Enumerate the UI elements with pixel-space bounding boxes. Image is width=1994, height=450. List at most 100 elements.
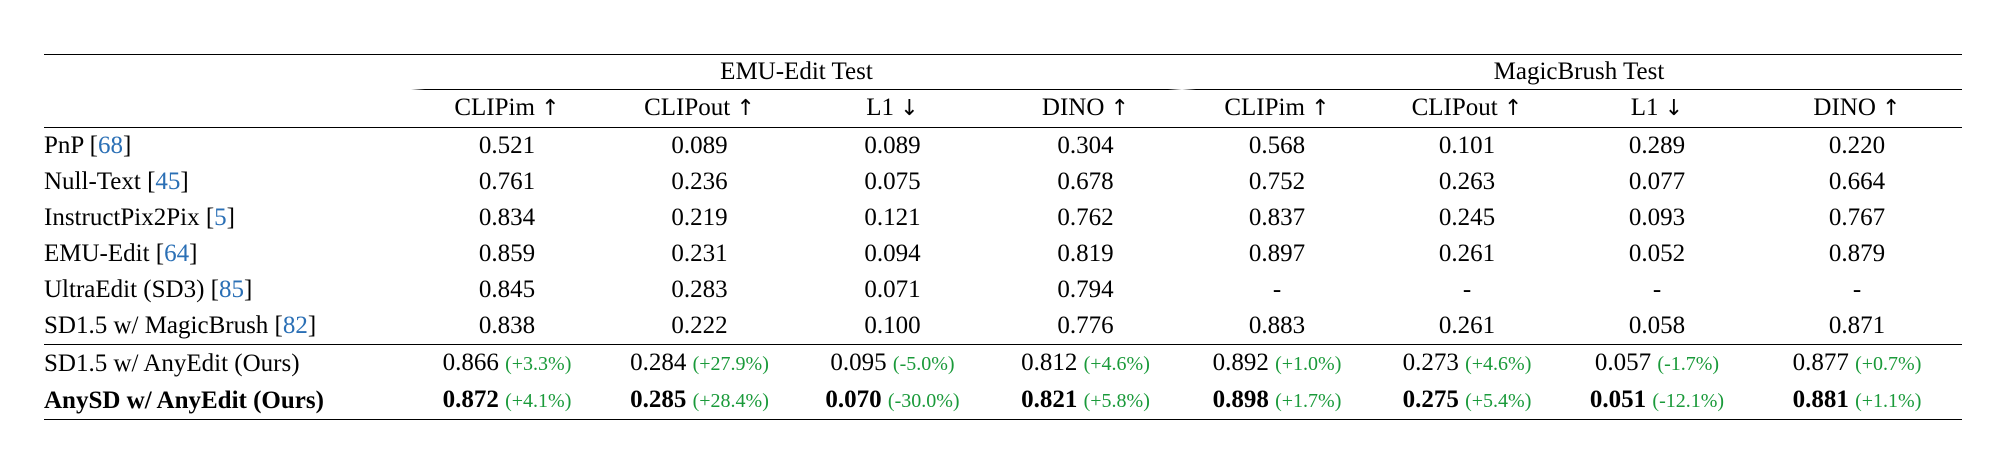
citation-bracket: ] <box>189 240 198 267</box>
group-label-magicbrush: MagicBrush Test <box>1182 55 1962 90</box>
citation-link[interactable]: 85 <box>218 276 244 303</box>
method-name: PnP [68] <box>44 127 411 164</box>
cell-value: 0.095 <box>830 349 887 376</box>
table-cell: 0.304 <box>989 127 1182 164</box>
table-cell: 0.568 <box>1182 127 1372 164</box>
citation-link[interactable]: 5 <box>214 204 227 231</box>
table-cell: 0.678 <box>1057 168 1114 195</box>
table-cell: - <box>1462 276 1472 303</box>
baseline-rows: PnP [68] 0.521 0.089 0.089 0.304 0.568 0.101 0.… <box>44 127 1962 345</box>
cell-value: 0.285 <box>630 386 687 413</box>
citation-bracket: ] <box>180 168 189 195</box>
cell-value: 0.881 <box>1792 386 1849 413</box>
table-cell: - <box>1852 276 1862 303</box>
table-cell: 0.245 <box>1438 204 1496 231</box>
group-header-emu-edit: EMU-Edit Test <box>411 54 1182 90</box>
cell-value: 0.892 <box>1212 349 1269 376</box>
table-cell: 0.058 <box>1628 312 1686 339</box>
table-cell: 0.094 <box>864 240 921 267</box>
table-cell: 0.794 <box>1057 276 1114 303</box>
table-cell: 0.275 (+5.4%) <box>1372 382 1562 420</box>
relative-change: (+28.4%) <box>692 390 769 412</box>
table-cell: 0.057 (-1.7%) <box>1562 344 1752 382</box>
metric-name: CLIPim <box>1224 94 1305 121</box>
group-header-magicbrush: MagicBrush Test <box>1182 54 1962 90</box>
method-name: SD1.5 w/ MagicBrush [82] <box>44 308 411 345</box>
relative-change: (+5.4%) <box>1465 390 1532 412</box>
table-cell: 0.892 (+1.0%) <box>1182 344 1372 382</box>
table-cell: 0.881 (+1.1%) <box>1752 382 1962 420</box>
cell-value: 0.273 <box>1402 349 1459 376</box>
metric-header-clipout-magicbrush: CLIPout ↑ <box>1372 90 1562 128</box>
cell-value: 0.821 <box>1021 386 1078 413</box>
method-label: InstructPix2Pix [ <box>44 204 215 231</box>
table-cell: 0.077 <box>1628 168 1686 195</box>
citation-link[interactable]: 82 <box>282 312 308 339</box>
citation-link[interactable]: 68 <box>97 132 123 159</box>
corner-cell-metric <box>44 90 411 128</box>
table-row: UltraEdit (SD3) [85] 0.845 0.283 0.071 0.794… <box>44 272 1962 308</box>
metric-header-clipim-magicbrush: CLIPim ↑ <box>1182 90 1372 128</box>
citation-link[interactable]: 45 <box>155 168 181 195</box>
cell-value: 0.866 <box>442 349 499 376</box>
metric-header-clipout-emu: CLIPout ↑ <box>603 90 796 128</box>
citation-link[interactable]: 64 <box>164 240 190 267</box>
method-name: AnySD w/ AnyEdit (Ours) <box>44 382 411 420</box>
citation-bracket: ] <box>226 204 235 231</box>
relative-change: (+4.1%) <box>505 390 572 412</box>
cell-value: 0.070 <box>825 386 882 413</box>
relative-change: (+1.0%) <box>1275 353 1342 375</box>
table-cell: 0.283 <box>671 276 728 303</box>
method-label: SD1.5 w/ MagicBrush [ <box>44 312 283 339</box>
table-cell: 0.089 <box>603 127 796 164</box>
table-cell: 0.845 <box>478 276 536 303</box>
group-label-emu-edit: EMU-Edit Test <box>411 55 1182 90</box>
table-cell: 0.093 <box>1628 204 1686 231</box>
relative-change: (-30.0%) <box>887 390 960 412</box>
relative-change: (-1.7%) <box>1657 353 1720 375</box>
table-cell: 0.879 <box>1828 240 1886 267</box>
table-row: EMU-Edit [64] 0.859 0.231 0.094 0.819 0.897 0.… <box>44 236 1962 272</box>
table-cell: 0.075 <box>864 168 921 195</box>
cell-value: 0.898 <box>1212 386 1269 413</box>
table-cell: 0.219 <box>671 204 728 231</box>
relative-change: (+3.3%) <box>505 353 572 375</box>
metric-name: CLIPout <box>1411 94 1498 121</box>
relative-change: (-12.1%) <box>1652 390 1725 412</box>
metric-name: L1 <box>866 94 895 121</box>
cell-value: 0.284 <box>630 349 687 376</box>
table-cell: 0.220 <box>1752 127 1962 164</box>
citation-bracket: ] <box>122 132 132 159</box>
cell-value: 0.057 <box>1594 349 1652 376</box>
table-cell: 0.898 (+1.7%) <box>1182 382 1372 420</box>
cell-value: 0.877 <box>1792 349 1849 376</box>
table-cell: 0.838 <box>478 312 536 339</box>
arrow-down-icon: ↓ <box>900 96 919 121</box>
corner-cell <box>44 54 411 90</box>
table-cell: 0.761 <box>478 168 536 195</box>
method-label: PnP [ <box>44 132 98 159</box>
table-row: InstructPix2Pix [5] 0.834 0.219 0.121 0.762 0… <box>44 200 1962 236</box>
relative-change: (+1.1%) <box>1855 390 1922 412</box>
table-cell: 0.071 <box>864 276 921 303</box>
ours-rows: SD1.5 w/ AnyEdit (Ours) 0.866 (+3.3%) 0.28… <box>44 344 1962 420</box>
table-cell: 0.866 (+3.3%) <box>411 344 603 382</box>
table-cell: 0.100 <box>864 312 921 339</box>
table-cell: 0.819 <box>1057 240 1114 267</box>
relative-change: (+5.8%) <box>1083 390 1150 412</box>
table-cell: 0.859 <box>478 240 536 267</box>
table-cell: 0.837 <box>1248 204 1306 231</box>
table-cell: 0.762 <box>1057 204 1114 231</box>
metric-header-l1-magicbrush: L1 ↓ <box>1562 90 1752 128</box>
table-cell: 0.261 <box>1438 312 1496 339</box>
cell-value: 0.812 <box>1021 349 1078 376</box>
cell-value: 0.872 <box>442 386 499 413</box>
table-cell: 0.752 <box>1248 168 1306 195</box>
results-table: EMU-Edit Test MagicBrush Test CLIPim ↑ CL… <box>44 54 1962 420</box>
arrow-up-icon: ↑ <box>1110 96 1130 121</box>
table-cell: 0.821 (+5.8%) <box>989 382 1182 420</box>
metric-name: DINO <box>1813 94 1876 121</box>
table-cell: - <box>1652 276 1662 303</box>
table-cell: 0.521 <box>411 127 603 164</box>
method-name: UltraEdit (SD3) [85] <box>44 272 411 308</box>
